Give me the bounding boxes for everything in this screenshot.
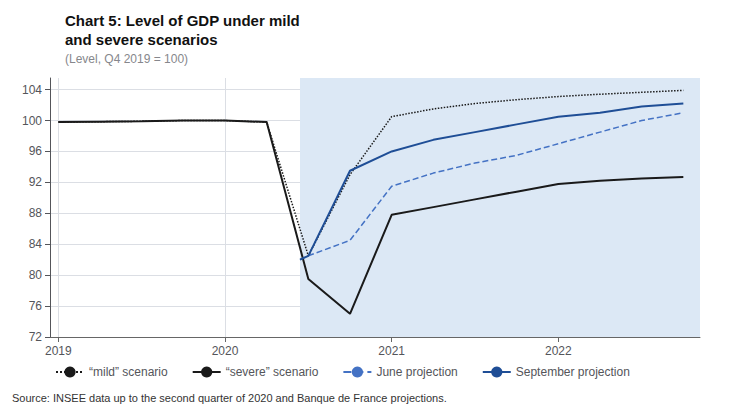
svg-text:84: 84 bbox=[29, 237, 43, 251]
svg-text:72: 72 bbox=[29, 330, 43, 344]
svg-text:88: 88 bbox=[29, 206, 43, 220]
svg-text:September projection: September projection bbox=[516, 365, 630, 379]
svg-text:(Level, Q4 2019 = 100): (Level, Q4 2019 = 100) bbox=[65, 52, 188, 66]
svg-text:2019: 2019 bbox=[45, 344, 72, 358]
svg-text:76: 76 bbox=[29, 299, 43, 313]
svg-text:100: 100 bbox=[22, 114, 42, 128]
svg-text:and severe scenarios: and severe scenarios bbox=[65, 31, 218, 48]
svg-text:June projection: June projection bbox=[376, 365, 457, 379]
svg-text:96: 96 bbox=[29, 144, 43, 158]
svg-text:“severe” scenario: “severe” scenario bbox=[226, 365, 319, 379]
svg-text:Chart 5: Level of GDP under mi: Chart 5: Level of GDP under mild bbox=[65, 12, 300, 29]
svg-text:80: 80 bbox=[29, 268, 43, 282]
svg-text:2022: 2022 bbox=[545, 344, 572, 358]
svg-text:104: 104 bbox=[22, 83, 42, 97]
svg-text:Source: INSEE data up to the s: Source: INSEE data up to the second quar… bbox=[12, 392, 447, 404]
svg-text:2020: 2020 bbox=[212, 344, 239, 358]
svg-text:2021: 2021 bbox=[378, 344, 405, 358]
svg-text:“mild” scenario: “mild” scenario bbox=[89, 365, 168, 379]
svg-text:92: 92 bbox=[29, 175, 43, 189]
